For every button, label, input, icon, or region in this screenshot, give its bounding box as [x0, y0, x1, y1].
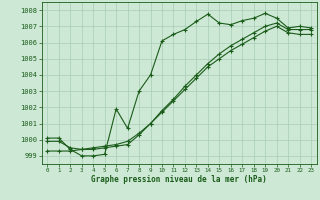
X-axis label: Graphe pression niveau de la mer (hPa): Graphe pression niveau de la mer (hPa) [91, 175, 267, 184]
